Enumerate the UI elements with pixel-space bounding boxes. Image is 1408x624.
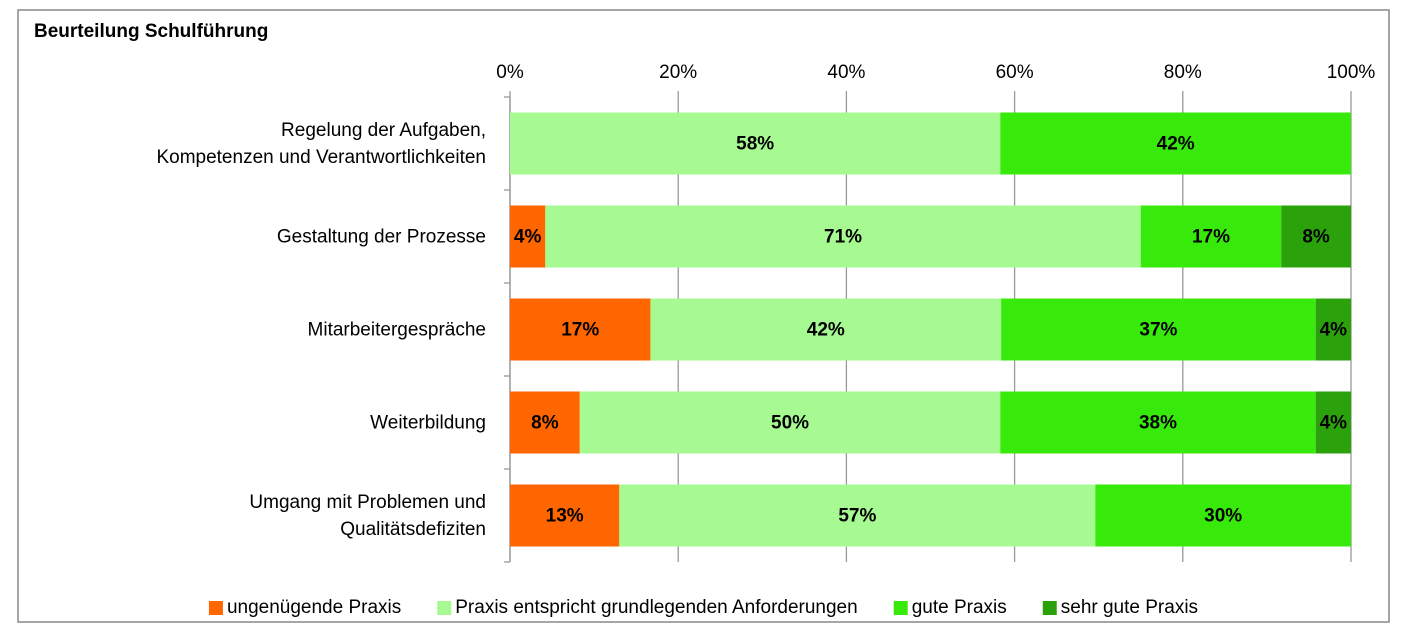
- data-label: 4%: [514, 227, 542, 248]
- y-tick-label: Mitarbeitergespräche: [307, 319, 486, 340]
- bar-segment: [1095, 484, 1351, 547]
- bar-segment: [510, 298, 651, 361]
- bar-segment: [510, 205, 546, 268]
- legend-label: sehr gute Praxis: [1061, 597, 1198, 618]
- x-tick-label: 20%: [659, 62, 697, 83]
- data-label: 42%: [1157, 134, 1195, 155]
- x-tick-label: 0%: [496, 62, 524, 83]
- bar-segment: [1001, 298, 1316, 361]
- data-label: 4%: [1320, 320, 1348, 341]
- data-label: 71%: [824, 227, 862, 248]
- legend-swatch: [437, 601, 452, 615]
- bar-segment: [619, 484, 1096, 547]
- data-label: 37%: [1139, 320, 1177, 341]
- data-label: 4%: [1320, 413, 1348, 434]
- data-label: 30%: [1204, 506, 1242, 527]
- data-label: 13%: [546, 506, 584, 527]
- bar-segment: [1281, 205, 1351, 268]
- data-label: 50%: [771, 413, 809, 434]
- bar-segment: [510, 484, 620, 547]
- legend-swatch: [893, 601, 908, 615]
- bar-segment: [545, 205, 1141, 268]
- y-tick-label: Regelung der Aufgaben, Kompetenzen und V…: [156, 119, 486, 168]
- data-label: 57%: [838, 506, 876, 527]
- x-tick-label: 100%: [1327, 62, 1376, 83]
- data-label: 17%: [561, 320, 599, 341]
- data-label: 42%: [807, 320, 845, 341]
- bar-segment: [1315, 298, 1351, 361]
- bar-segment: [579, 391, 1001, 454]
- legend-swatch: [1042, 601, 1057, 615]
- legend-label: gute Praxis: [912, 597, 1007, 618]
- bar-segment: [510, 112, 1001, 175]
- data-label: 8%: [1302, 227, 1330, 248]
- legend-label: Praxis entspricht grundlegenden Anforder…: [455, 597, 857, 618]
- y-tick-label: Gestaltung der Prozesse: [276, 226, 486, 247]
- data-label: 38%: [1139, 413, 1177, 434]
- x-tick-label: 60%: [996, 62, 1034, 83]
- bar-segment: [1000, 391, 1316, 454]
- legend-swatch: [208, 601, 223, 615]
- x-tick-label: 40%: [827, 62, 865, 83]
- bar-segment: [1315, 391, 1351, 454]
- data-label: 8%: [531, 413, 559, 434]
- bar-segment: [510, 391, 580, 454]
- data-label: 58%: [736, 134, 774, 155]
- bar-segment: [1000, 112, 1351, 175]
- legend-label: ungenügende Praxis: [227, 597, 401, 618]
- y-tick-label: Weiterbildung: [370, 412, 486, 433]
- y-tick-label: Umgang mit Problemen und Qualitätsdefizi…: [249, 491, 486, 540]
- bar-segment: [650, 298, 1002, 361]
- data-label: 17%: [1192, 227, 1230, 248]
- x-tick-label: 80%: [1164, 62, 1202, 83]
- bar-segment: [1140, 205, 1282, 268]
- chart-title: Beurteilung Schulführung: [34, 21, 268, 42]
